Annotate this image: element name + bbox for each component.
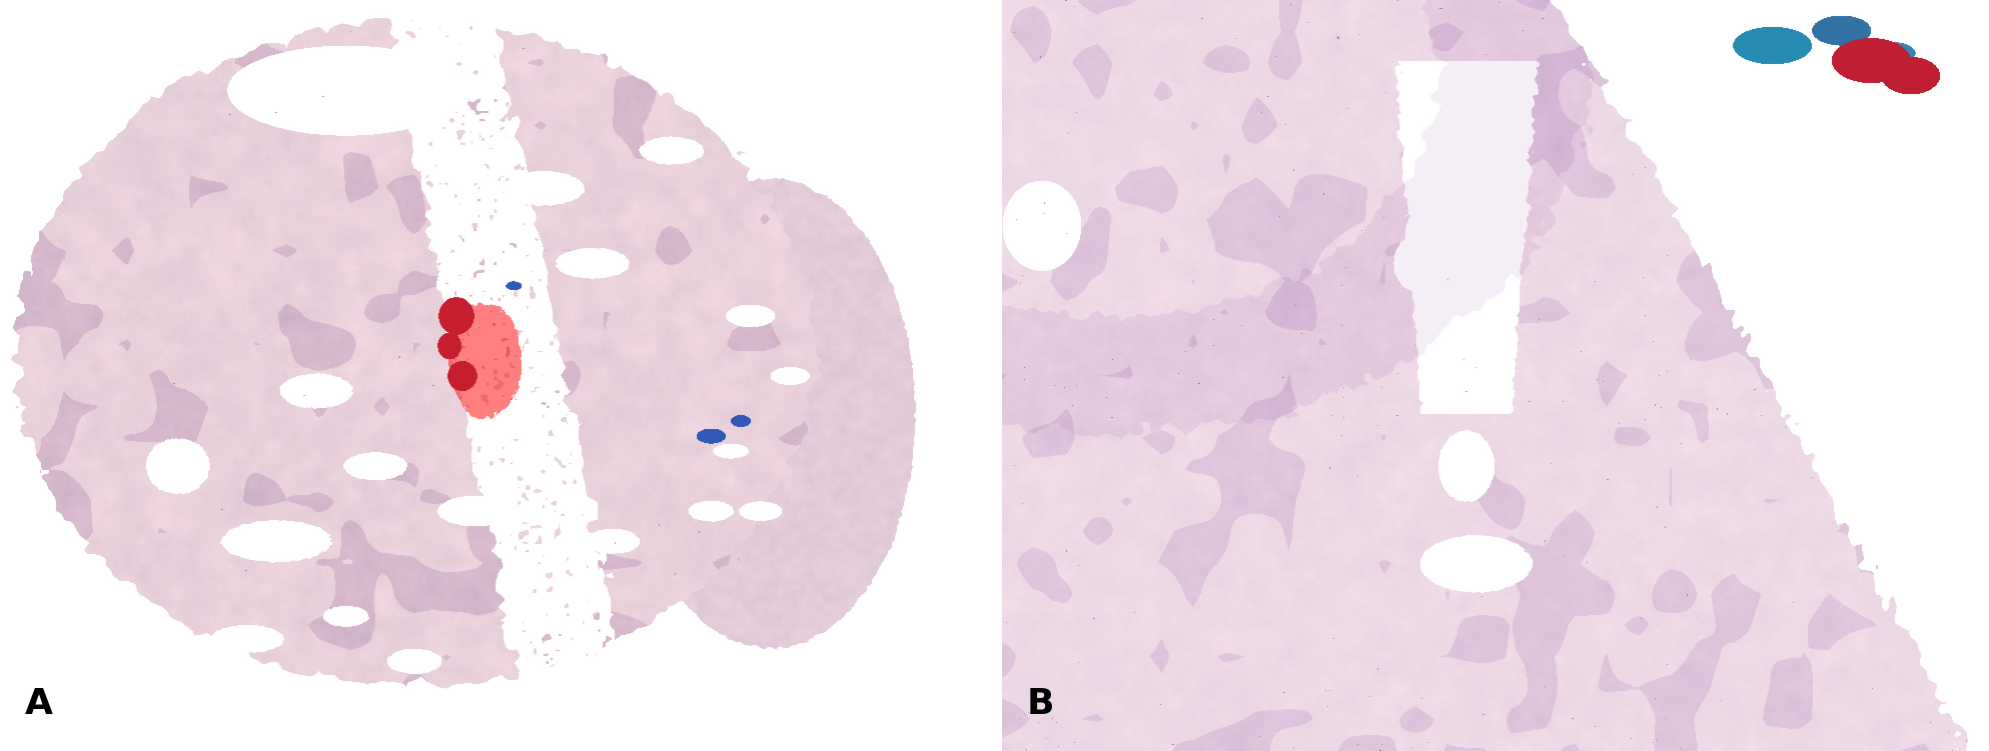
Text: A: A (24, 687, 52, 721)
Text: B: B (1026, 687, 1054, 721)
